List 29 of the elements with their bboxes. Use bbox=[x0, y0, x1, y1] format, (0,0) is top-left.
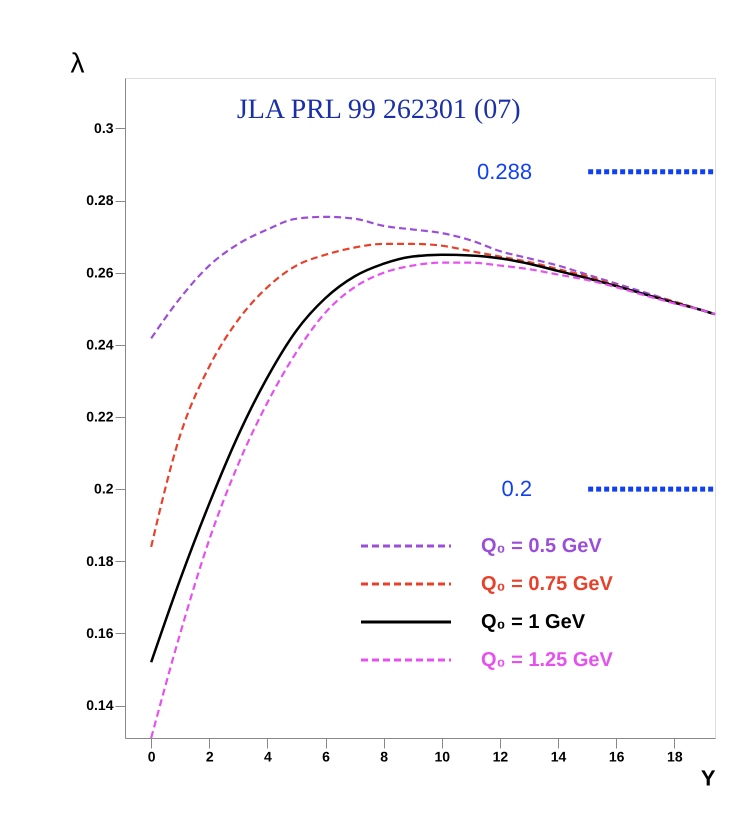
x-tick-label: 10 bbox=[434, 748, 450, 764]
line-series bbox=[150, 262, 716, 740]
annotation: JLA PRL 99 262301 (07) bbox=[236, 94, 521, 125]
y-axis-title: λ bbox=[70, 48, 84, 78]
x-tick-label: 2 bbox=[206, 748, 214, 764]
y-tick-label: 0.28 bbox=[86, 192, 114, 208]
x-tick-label: 6 bbox=[322, 748, 330, 764]
legend-label: Q₀ = 1 GeV bbox=[481, 611, 586, 633]
y-tick-label: 0.26 bbox=[86, 264, 114, 280]
x-tick-label: 14 bbox=[550, 748, 567, 764]
legend-label: Q₀ = 1.25 GeV bbox=[481, 649, 614, 671]
x-tick-label: 18 bbox=[667, 748, 683, 764]
y-tick-label: 0.3 bbox=[94, 120, 114, 136]
x-tick-label: 16 bbox=[608, 748, 625, 764]
x-tick-label: 4 bbox=[264, 748, 272, 764]
legend-label: Q₀ = 0.75 GeV bbox=[481, 573, 614, 595]
x-tick-label: 8 bbox=[380, 748, 388, 764]
y-tick-label: 0.14 bbox=[86, 697, 114, 714]
y-tick-label: 0.2 bbox=[94, 480, 114, 497]
ref-line-label: 0.2 bbox=[502, 476, 532, 502]
x-axis-title: Y bbox=[700, 766, 716, 790]
y-tick-label: 0.24 bbox=[86, 336, 114, 352]
y-tick-label: 0.22 bbox=[86, 408, 114, 425]
x-tick-label: 0 bbox=[148, 748, 156, 764]
y-tick-label: 0.16 bbox=[86, 624, 114, 641]
x-tick-label: 12 bbox=[492, 748, 508, 764]
y-tick-label: 0.18 bbox=[86, 552, 114, 569]
legend-label: Q₀ = 0.5 GeV bbox=[481, 535, 602, 557]
ref-line-label: 0.288 bbox=[477, 158, 532, 184]
